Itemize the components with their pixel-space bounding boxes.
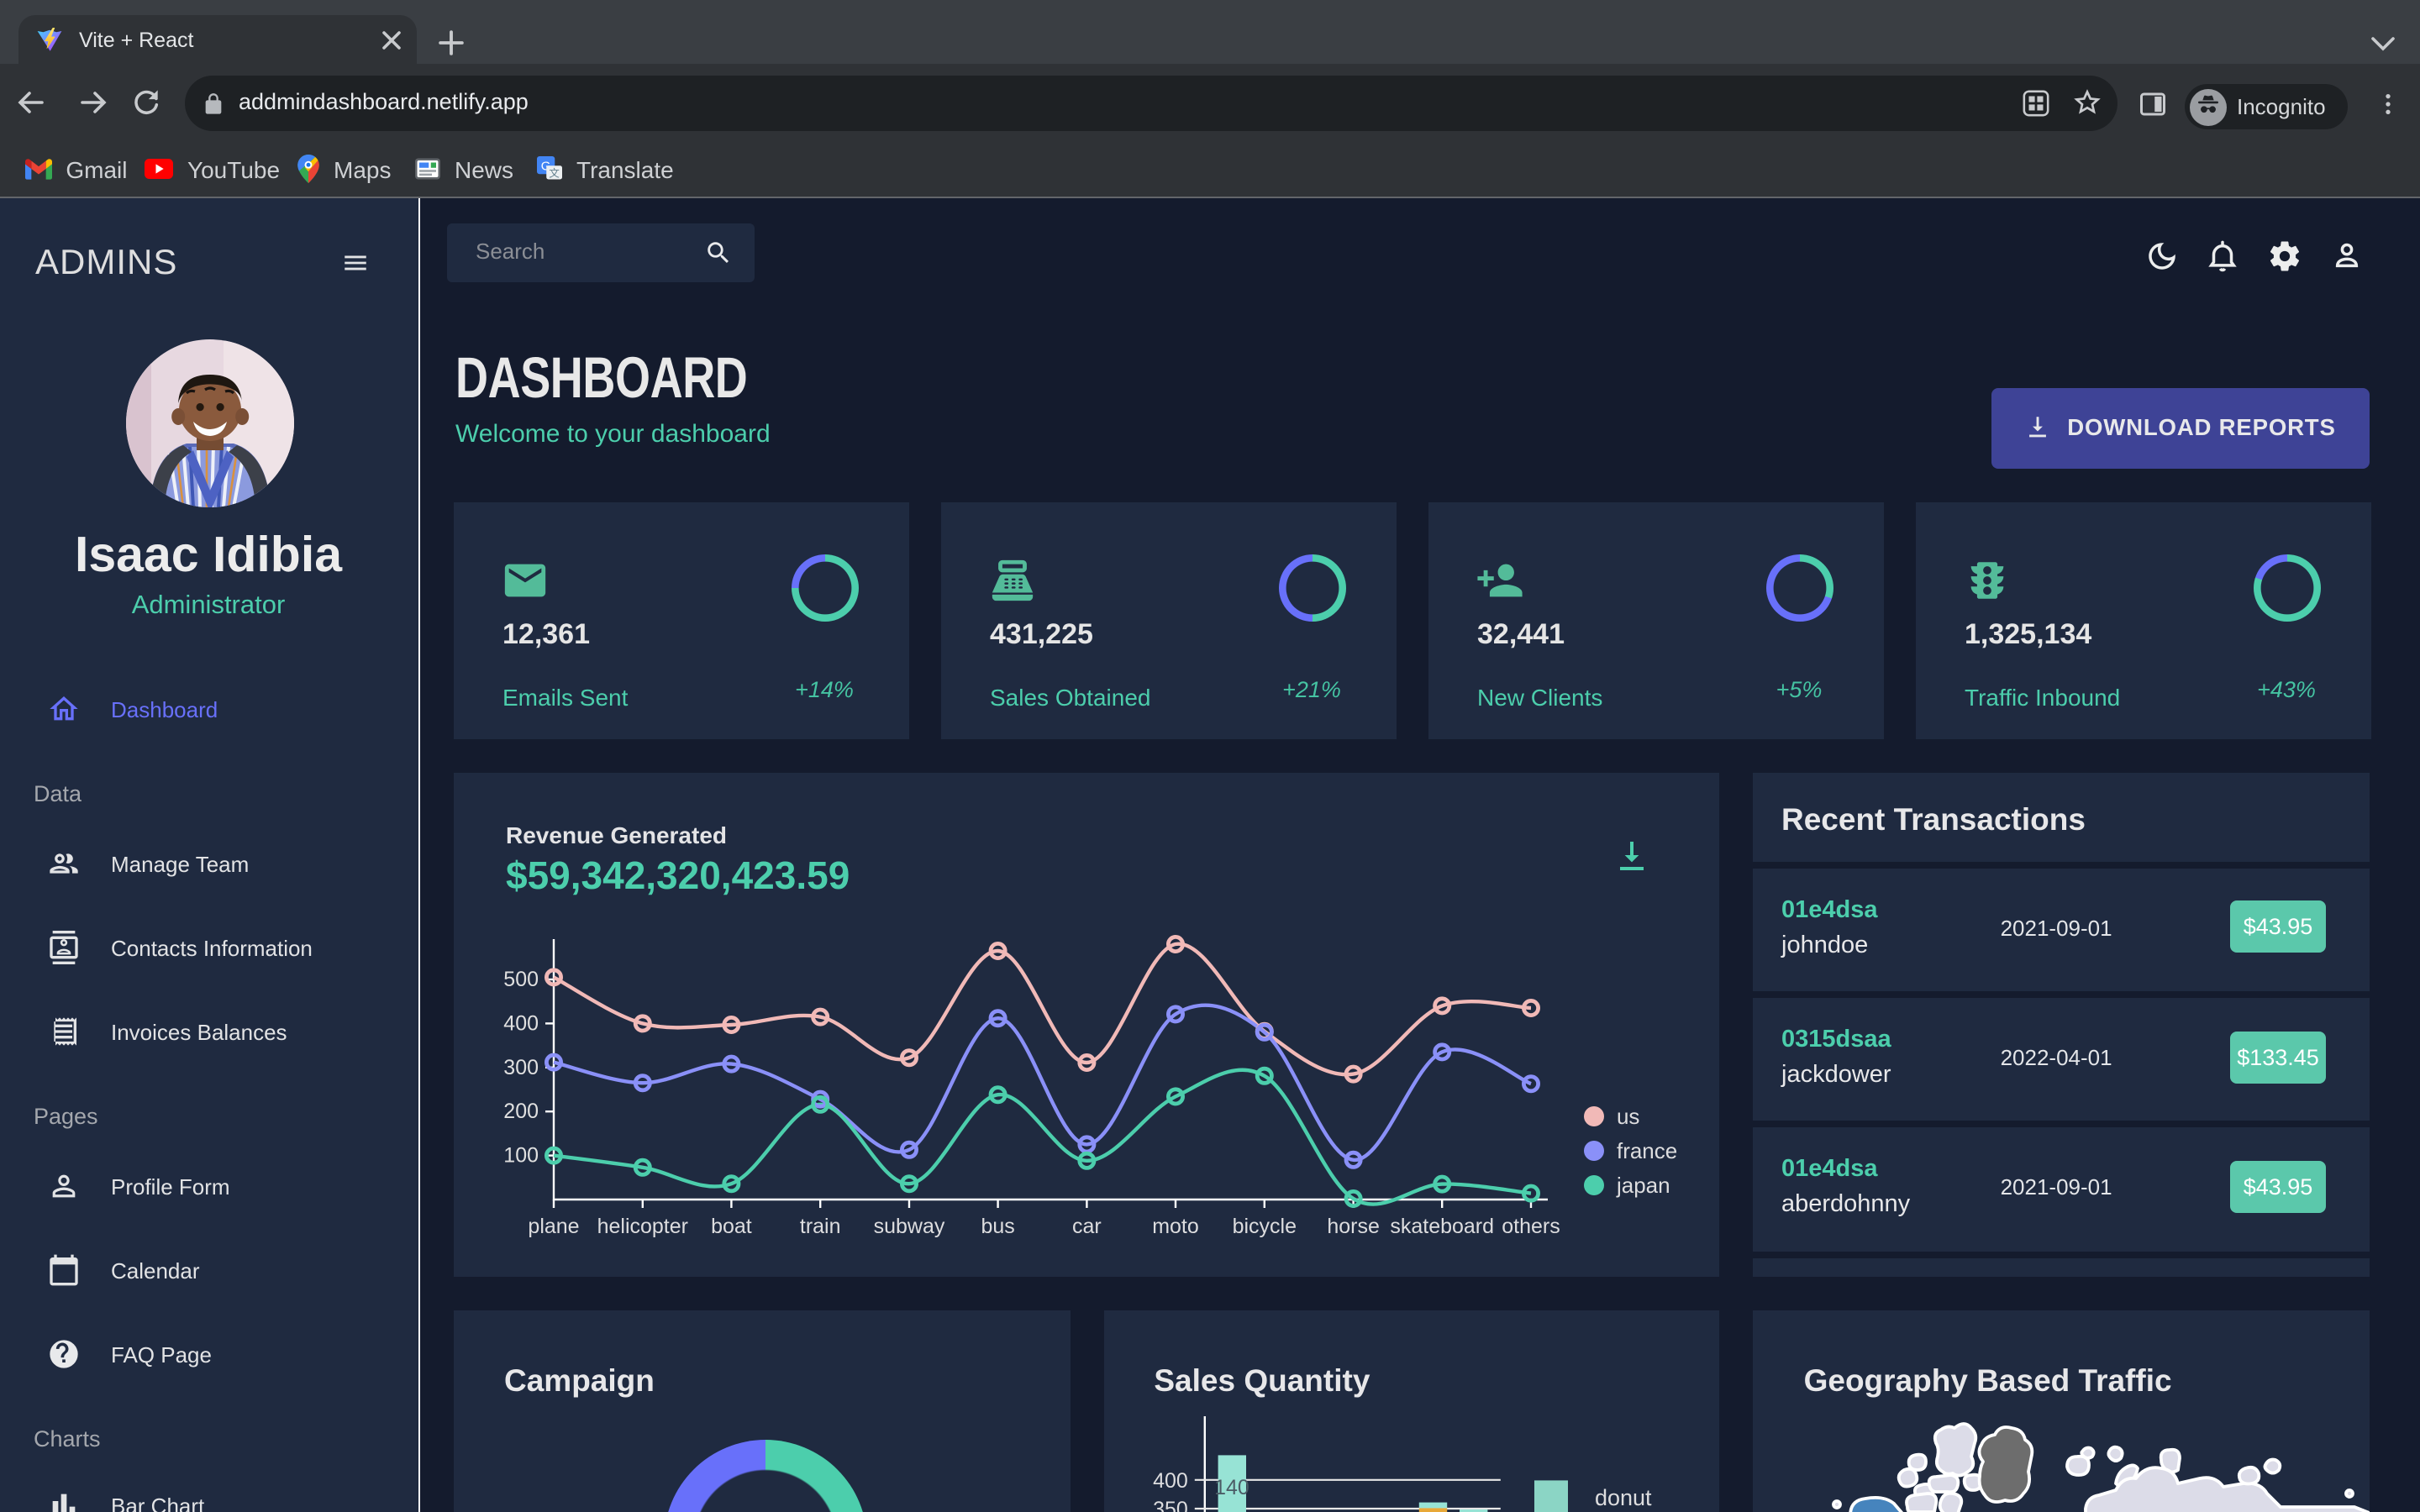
- svg-text:helicopter: helicopter: [597, 1215, 688, 1238]
- svg-text:G: G: [540, 159, 550, 173]
- svg-text:subway: subway: [874, 1215, 945, 1238]
- svg-text:france: france: [1617, 1138, 1677, 1163]
- svg-text:200: 200: [503, 1100, 539, 1123]
- svg-text:us: us: [1617, 1104, 1639, 1129]
- svg-text:car: car: [1072, 1215, 1102, 1238]
- svg-text:japan: japan: [1616, 1173, 1670, 1198]
- svg-text:horse: horse: [1327, 1215, 1380, 1238]
- svg-text:boat: boat: [711, 1215, 752, 1238]
- svg-text:文: 文: [548, 166, 559, 179]
- svg-text:bicycle: bicycle: [1233, 1215, 1297, 1238]
- svg-text:train: train: [800, 1215, 841, 1238]
- svg-text:500: 500: [503, 968, 539, 991]
- svg-text:400: 400: [503, 1011, 539, 1035]
- svg-text:plane: plane: [528, 1215, 579, 1238]
- svg-text:100: 100: [503, 1144, 539, 1168]
- svg-text:350: 350: [1152, 1498, 1187, 1512]
- svg-text:300: 300: [503, 1056, 539, 1079]
- svg-text:bus: bus: [981, 1215, 1014, 1238]
- svg-text:moto: moto: [1152, 1215, 1199, 1238]
- svg-text:400: 400: [1152, 1469, 1187, 1493]
- svg-text:skateboard: skateboard: [1390, 1215, 1494, 1238]
- svg-text:others: others: [1502, 1215, 1560, 1238]
- svg-text:donut: donut: [1594, 1485, 1651, 1510]
- svg-text:140: 140: [1214, 1476, 1249, 1499]
